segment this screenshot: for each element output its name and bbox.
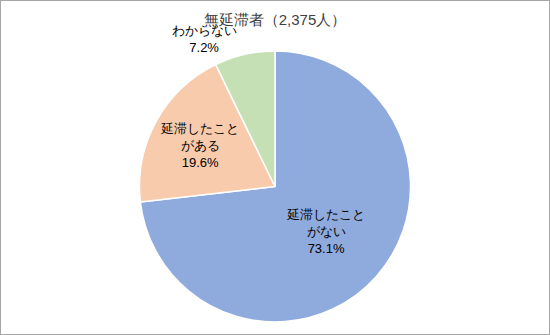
svg-text:延滞したことがある19.6%: 延滞したことがある19.6%: [160, 121, 239, 170]
svg-text:無延滞者（2,375人）: 無延滞者（2,375人）: [204, 11, 347, 28]
svg-text:わからない7.2%: わからない7.2%: [172, 23, 237, 55]
svg-text:延滞したことがない73.1%: 延滞したことがない73.1%: [286, 207, 365, 256]
